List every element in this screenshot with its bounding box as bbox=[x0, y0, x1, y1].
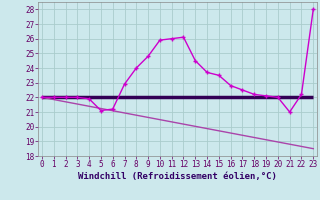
X-axis label: Windchill (Refroidissement éolien,°C): Windchill (Refroidissement éolien,°C) bbox=[78, 172, 277, 181]
